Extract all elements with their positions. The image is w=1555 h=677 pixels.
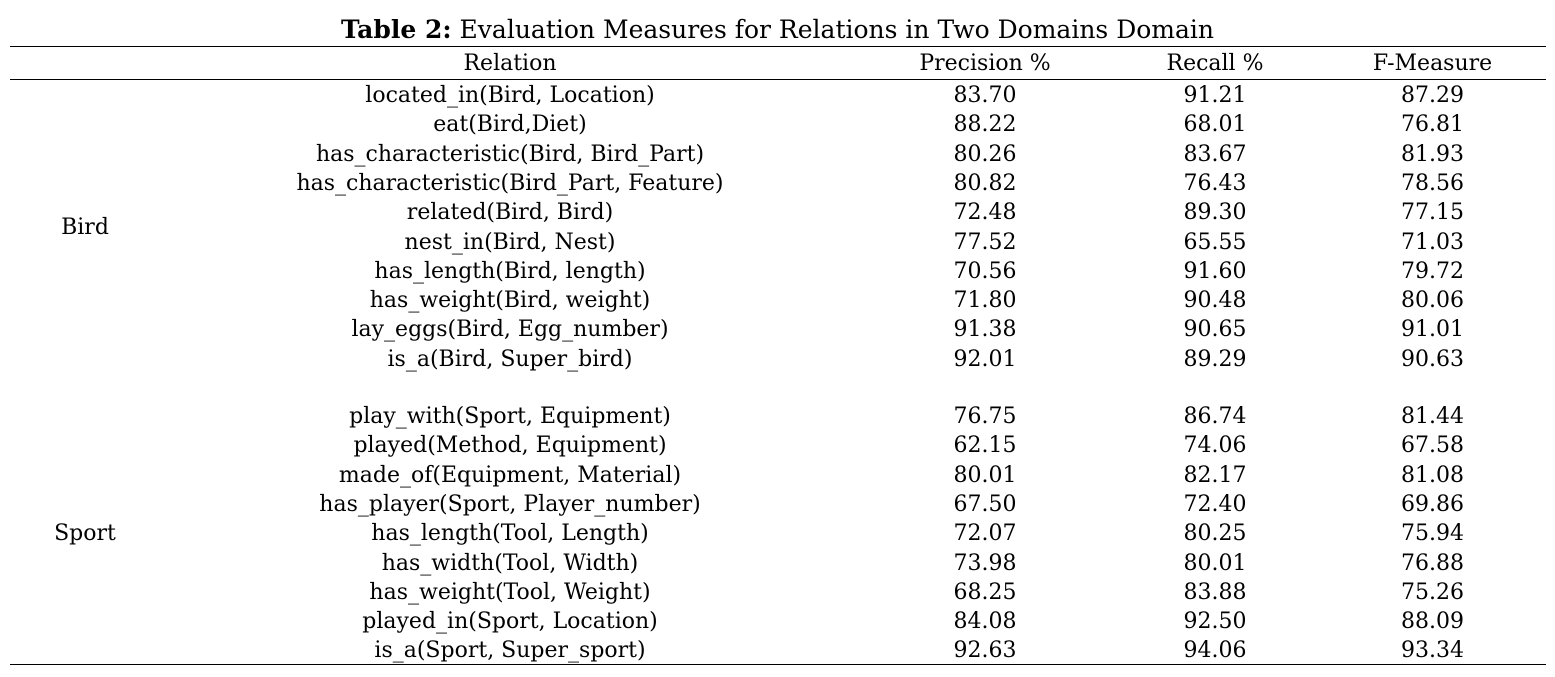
recall-cell: 68.01 (1183, 112, 1247, 137)
relation-cell: has_weight(Tool, Weight) (369, 580, 651, 605)
precision-cell: 72.48 (953, 200, 1017, 225)
relation-cell: play_with(Sport, Equipment) (349, 404, 671, 429)
fmeasure-cell: 67.58 (1401, 433, 1464, 458)
recall-cell: 89.29 (1183, 347, 1247, 372)
precision-cell: 67.50 (953, 492, 1017, 517)
recall-cell: 83.88 (1183, 580, 1247, 605)
relation-cell: located_in(Bird, Location) (365, 83, 655, 108)
recall-cell: 89.30 (1183, 200, 1247, 225)
fmeasure-cell: 88.09 (1401, 609, 1464, 634)
precision-cell: 91.38 (953, 317, 1017, 342)
fmeasure-cell: 81.93 (1401, 142, 1464, 167)
recall-cell: 76.43 (1183, 171, 1247, 196)
domain-label: Sport (54, 521, 116, 546)
precision-cell: 71.80 (953, 288, 1017, 313)
caption-label: Table 2: (340, 15, 452, 44)
precision-cell: 80.26 (953, 142, 1017, 167)
precision-cell: 92.01 (953, 347, 1017, 372)
relation-cell: has_width(Tool, Width) (381, 551, 639, 576)
recall-cell: 91.21 (1183, 83, 1247, 108)
fmeasure-cell: 90.63 (1401, 347, 1464, 372)
header-relation: Relation (463, 51, 557, 76)
header-recall: Recall % (1166, 51, 1264, 76)
precision-cell: 76.75 (953, 404, 1017, 429)
recall-cell: 83.67 (1183, 142, 1247, 167)
domain-label: Bird (61, 215, 109, 240)
precision-cell: 77.52 (953, 230, 1017, 255)
relation-cell: is_a(Sport, Super_sport) (374, 638, 646, 663)
precision-cell: 62.15 (953, 433, 1017, 458)
recall-cell: 80.01 (1183, 551, 1247, 576)
recall-cell: 90.48 (1183, 288, 1247, 313)
top-rule (10, 46, 1546, 47)
fmeasure-cell: 93.34 (1401, 638, 1464, 663)
relation-cell: made_of(Equipment, Material) (338, 463, 682, 488)
header-precision: Precision % (919, 51, 1051, 76)
relation-cell: has_weight(Bird, weight) (369, 288, 651, 313)
precision-cell: 80.82 (953, 171, 1017, 196)
fmeasure-cell: 78.56 (1401, 171, 1464, 196)
recall-cell: 91.60 (1183, 259, 1247, 284)
fmeasure-cell: 76.81 (1401, 112, 1464, 137)
table-caption: Table 2: Evaluation Measures for Relatio… (0, 12, 1555, 48)
fmeasure-cell: 77.15 (1401, 200, 1464, 225)
fmeasure-cell: 81.08 (1401, 463, 1464, 488)
relation-cell: is_a(Bird, Super_bird) (387, 347, 633, 372)
fmeasure-cell: 75.26 (1401, 580, 1464, 605)
relation-cell: played(Method, Equipment) (353, 433, 667, 458)
precision-cell: 68.25 (953, 580, 1017, 605)
recall-cell: 72.40 (1183, 492, 1247, 517)
relation-cell: has_length(Bird, length) (374, 259, 646, 284)
precision-cell: 88.22 (953, 112, 1017, 137)
relation-cell: eat(Bird,Diet) (433, 112, 587, 137)
relation-cell: played_in(Sport, Location) (362, 609, 658, 634)
precision-cell: 80.01 (953, 463, 1017, 488)
fmeasure-cell: 75.94 (1401, 521, 1464, 546)
fmeasure-cell: 91.01 (1401, 317, 1464, 342)
recall-cell: 65.55 (1183, 230, 1247, 255)
relation-cell: has_length(Tool, Length) (371, 521, 649, 546)
fmeasure-cell: 71.03 (1401, 230, 1464, 255)
relation-cell: related(Bird, Bird) (406, 200, 614, 225)
caption-text: Evaluation Measures for Relations in Two… (459, 15, 1215, 44)
recall-cell: 82.17 (1183, 463, 1247, 488)
fmeasure-cell: 79.72 (1401, 259, 1464, 284)
recall-cell: 92.50 (1183, 609, 1247, 634)
relation-cell: has_characteristic(Bird, Bird_Part) (315, 142, 705, 167)
fmeasure-cell: 87.29 (1401, 83, 1464, 108)
precision-cell: 70.56 (953, 259, 1017, 284)
header-rule (10, 79, 1546, 80)
recall-cell: 94.06 (1183, 638, 1247, 663)
precision-cell: 92.63 (953, 638, 1017, 663)
precision-cell: 83.70 (953, 83, 1017, 108)
precision-cell: 73.98 (953, 551, 1017, 576)
fmeasure-cell: 76.88 (1401, 551, 1464, 576)
header-fmeasure: F-Measure (1372, 51, 1493, 76)
recall-cell: 86.74 (1183, 404, 1247, 429)
relation-cell: has_player(Sport, Player_number) (319, 492, 701, 517)
precision-cell: 72.07 (953, 521, 1017, 546)
precision-cell: 84.08 (953, 609, 1017, 634)
fmeasure-cell: 69.86 (1401, 492, 1464, 517)
relation-cell: lay_eggs(Bird, Egg_number) (351, 317, 669, 342)
relation-cell: nest_in(Bird, Nest) (404, 230, 616, 255)
bottom-rule (10, 664, 1546, 665)
recall-cell: 80.25 (1183, 521, 1247, 546)
recall-cell: 90.65 (1183, 317, 1247, 342)
fmeasure-cell: 81.44 (1401, 404, 1464, 429)
relation-cell: has_characteristic(Bird_Part, Feature) (296, 171, 724, 196)
fmeasure-cell: 80.06 (1401, 288, 1464, 313)
recall-cell: 74.06 (1183, 433, 1247, 458)
